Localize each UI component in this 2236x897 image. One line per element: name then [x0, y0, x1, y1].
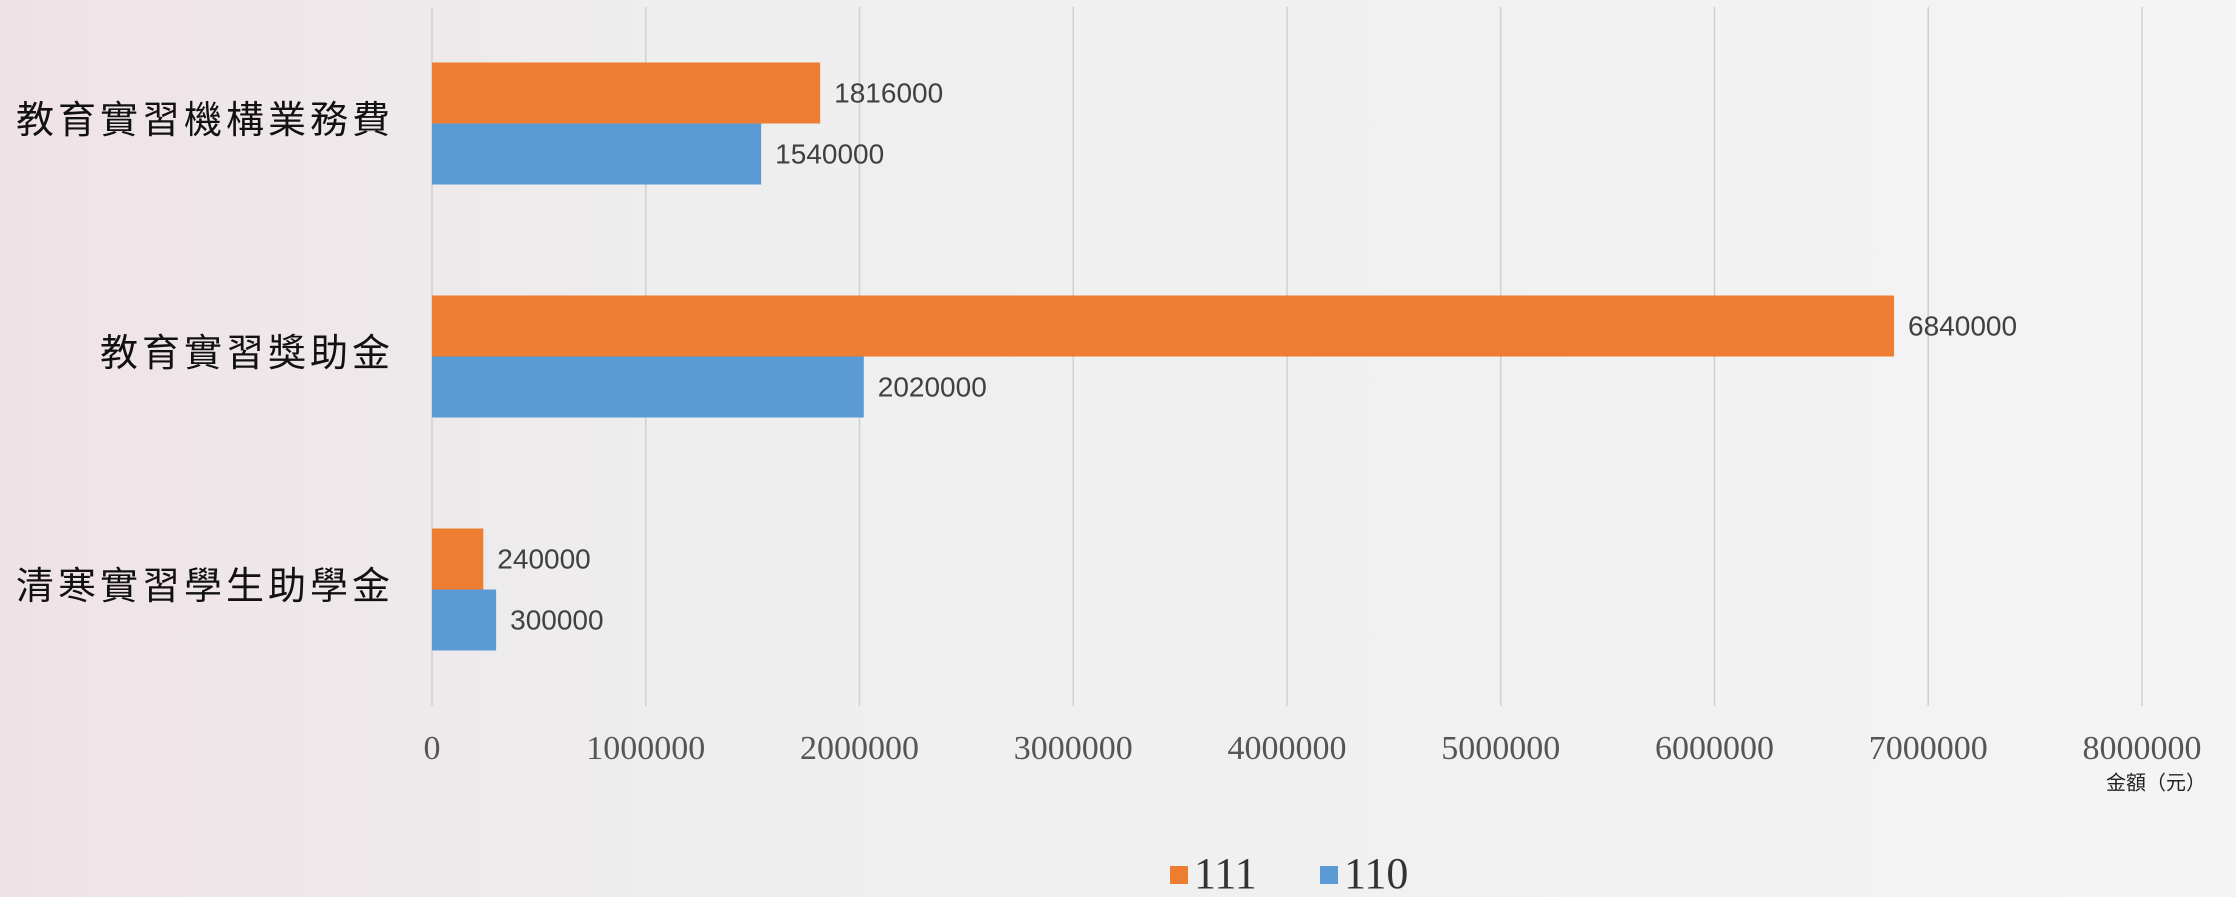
x-axis-label: 金額（元）	[2106, 771, 2206, 795]
bar	[432, 529, 483, 590]
data-label: 6840000	[1908, 310, 2017, 341]
bar	[432, 357, 864, 418]
chart: 0 1000000 2000000 3000000 4000000 5000000 6000…	[0, 0, 2236, 897]
bar	[432, 296, 1894, 357]
x-tick-label: 1000000	[586, 730, 705, 767]
bar	[432, 63, 820, 124]
page: 0 1000000 2000000 3000000 4000000 5000000 6000…	[0, 0, 2236, 897]
bar	[432, 124, 761, 185]
x-tick-label: 7000000	[1869, 730, 1988, 767]
data-label: 240000	[497, 543, 590, 574]
legend-label: 111	[1194, 849, 1257, 897]
x-tick-label: 2000000	[800, 730, 919, 767]
data-label: 1540000	[775, 138, 884, 169]
y-tick-label: 教育實習機構業務費	[16, 98, 394, 142]
x-tick-label: 3000000	[1014, 730, 1133, 767]
data-label: 2020000	[878, 371, 987, 402]
legend-swatch	[1320, 866, 1338, 884]
y-tick-label: 清寒實習學生助學金	[16, 564, 394, 608]
x-tick-label: 6000000	[1655, 730, 1774, 767]
bar	[432, 590, 496, 651]
x-tick-label: 5000000	[1441, 730, 1560, 767]
x-tick-label: 0	[424, 730, 441, 767]
legend-label: 110	[1344, 849, 1408, 897]
x-tick-label: 4000000	[1228, 730, 1347, 767]
data-label: 1816000	[834, 77, 943, 108]
x-tick-label: 8000000	[2083, 730, 2202, 767]
y-tick-label: 教育實習獎助金	[100, 331, 394, 375]
data-label: 300000	[510, 604, 603, 635]
legend-swatch	[1170, 866, 1188, 884]
